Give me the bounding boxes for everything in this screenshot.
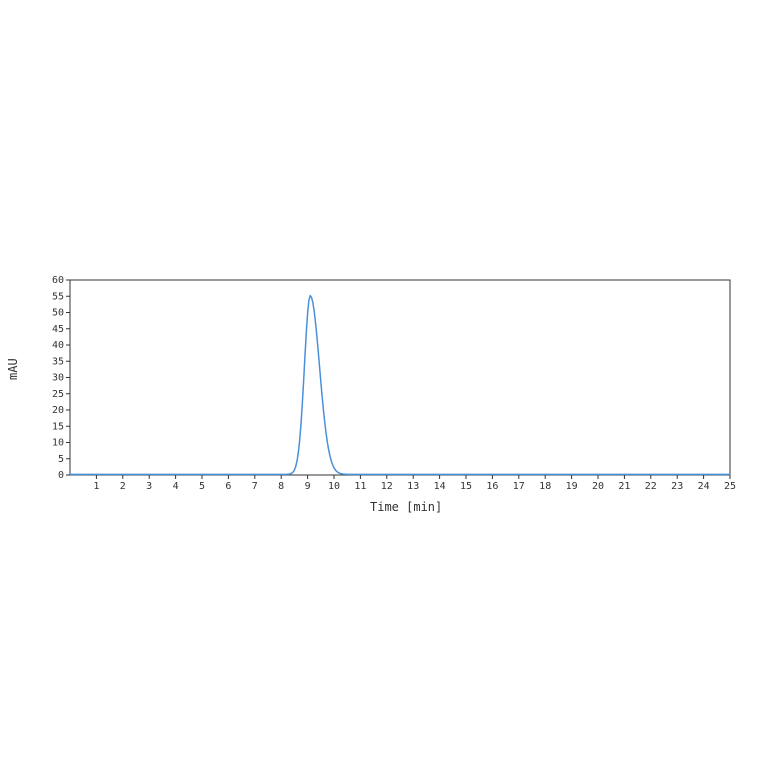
- svg-text:50: 50: [52, 308, 64, 319]
- svg-text:4: 4: [173, 481, 179, 492]
- svg-text:40: 40: [52, 340, 64, 351]
- svg-text:11: 11: [354, 481, 366, 492]
- svg-text:15: 15: [52, 421, 64, 432]
- svg-text:9: 9: [305, 481, 311, 492]
- chart-canvas: 0510152025303540455055601234567891011121…: [30, 275, 740, 515]
- svg-text:8: 8: [278, 481, 284, 492]
- svg-text:25: 25: [724, 481, 736, 492]
- svg-text:24: 24: [698, 481, 710, 492]
- svg-text:20: 20: [52, 405, 64, 416]
- svg-text:22: 22: [645, 481, 657, 492]
- svg-text:15: 15: [460, 481, 472, 492]
- svg-text:23: 23: [671, 481, 683, 492]
- svg-text:30: 30: [52, 373, 64, 384]
- svg-text:7: 7: [252, 481, 258, 492]
- svg-text:21: 21: [618, 481, 630, 492]
- svg-text:19: 19: [566, 481, 578, 492]
- svg-text:0: 0: [58, 470, 64, 481]
- svg-text:55: 55: [52, 291, 64, 302]
- svg-text:25: 25: [52, 389, 64, 400]
- svg-text:45: 45: [52, 324, 64, 335]
- chromatogram-chart: 0510152025303540455055601234567891011121…: [30, 275, 740, 515]
- svg-text:10: 10: [52, 438, 64, 449]
- svg-text:17: 17: [513, 481, 525, 492]
- svg-text:35: 35: [52, 356, 64, 367]
- svg-text:10: 10: [328, 481, 340, 492]
- svg-text:2: 2: [120, 481, 126, 492]
- svg-text:14: 14: [434, 481, 446, 492]
- svg-text:13: 13: [407, 481, 419, 492]
- x-axis-label: Time [min]: [370, 500, 442, 514]
- svg-text:20: 20: [592, 481, 604, 492]
- svg-text:3: 3: [146, 481, 152, 492]
- svg-text:5: 5: [58, 454, 64, 465]
- svg-text:18: 18: [539, 481, 551, 492]
- svg-text:16: 16: [486, 481, 498, 492]
- svg-text:6: 6: [225, 481, 231, 492]
- svg-text:60: 60: [52, 275, 64, 286]
- y-axis-label: mAU: [6, 358, 20, 380]
- svg-text:1: 1: [93, 481, 99, 492]
- svg-text:12: 12: [381, 481, 393, 492]
- svg-text:5: 5: [199, 481, 205, 492]
